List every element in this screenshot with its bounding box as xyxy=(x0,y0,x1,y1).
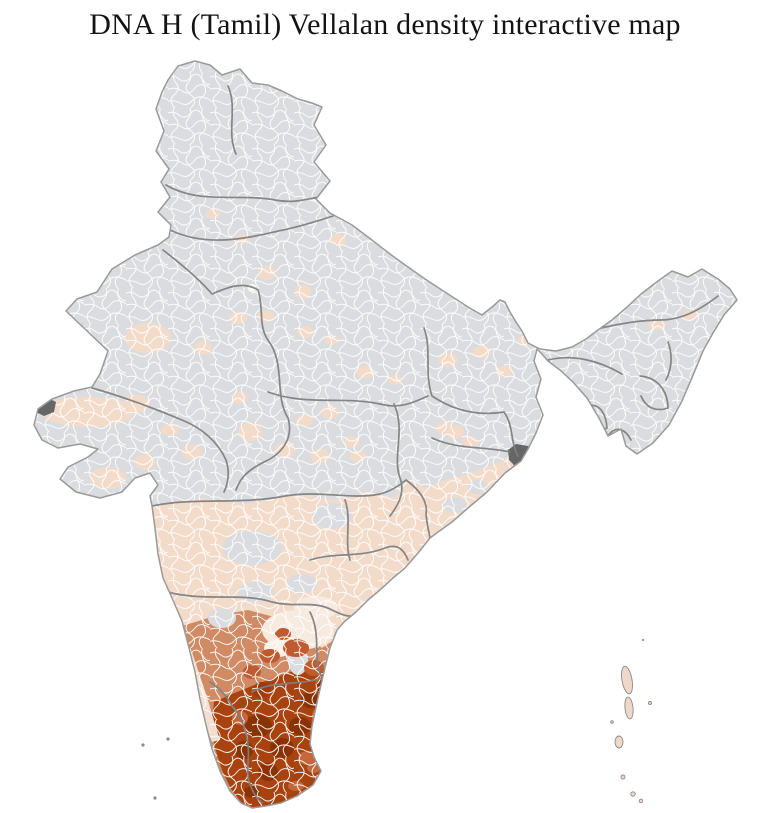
islands-lakshadweep xyxy=(141,737,170,800)
page-title: DNA H (Tamil) Vellalan density interacti… xyxy=(89,8,681,41)
density-regions xyxy=(34,61,737,808)
state-borders xyxy=(91,85,719,804)
district-grid xyxy=(34,61,737,808)
islands-andaman-nicobar xyxy=(610,638,652,804)
coastline xyxy=(33,60,738,809)
